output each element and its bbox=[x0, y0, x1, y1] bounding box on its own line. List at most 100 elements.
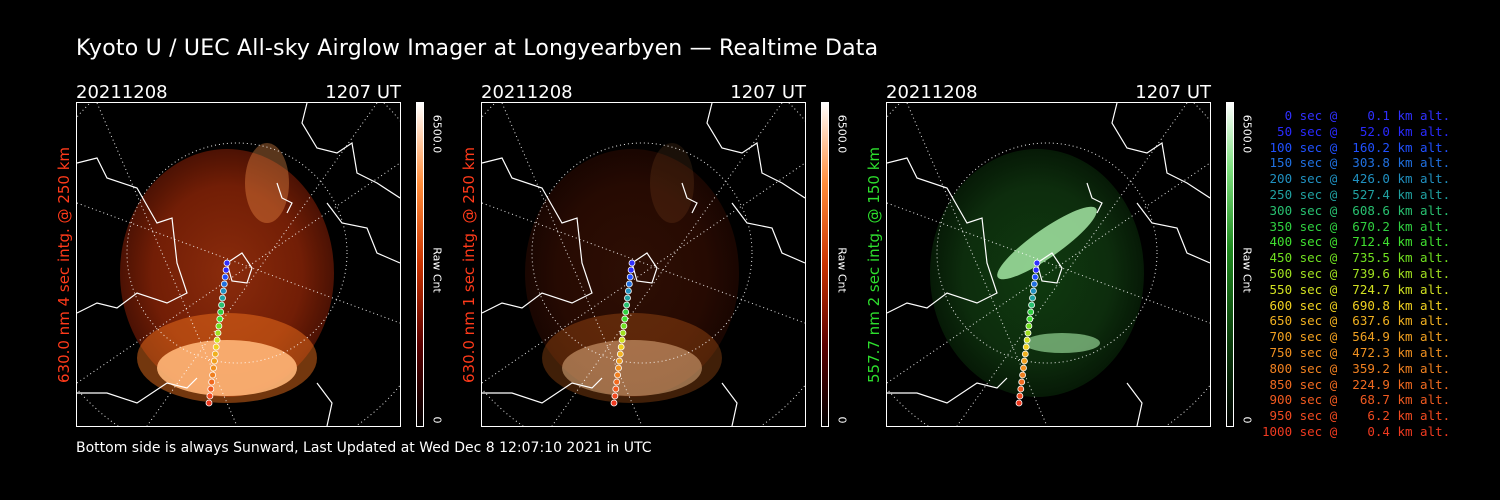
trajectory-dot bbox=[613, 378, 621, 386]
trajectory-dot bbox=[217, 308, 225, 316]
legend-row: 600 sec @ 690.8 km alt. bbox=[1262, 297, 1451, 313]
coastline bbox=[482, 157, 593, 314]
trajectory-dot bbox=[1022, 343, 1030, 351]
trajectory-dot bbox=[623, 301, 631, 309]
trajectory-dot bbox=[1015, 399, 1023, 407]
imager-panel-630nm-4sec: 20211208 1207 UT 630.0 nm 4 sec intg. @ 25… bbox=[55, 80, 476, 440]
trajectory-dot bbox=[620, 322, 628, 330]
colorbar-title-text: Raw Cnt bbox=[835, 247, 849, 293]
legend-row: 100 sec @ 160.2 km alt. bbox=[1262, 139, 1451, 155]
legend-row: 700 sec @ 564.9 km alt. bbox=[1262, 329, 1451, 345]
trajectory-dot bbox=[1021, 350, 1029, 358]
coastline bbox=[316, 382, 333, 426]
aurora-patch bbox=[562, 340, 702, 396]
trajectory-dot bbox=[1026, 315, 1034, 323]
allsky-image bbox=[886, 102, 1211, 427]
colorbar bbox=[821, 102, 829, 427]
trajectory-legend: 0 sec @ 0.1 km alt. 50 sec @ 52.0 km alt… bbox=[1262, 108, 1451, 440]
trajectory-dot bbox=[216, 315, 224, 323]
colorbar bbox=[1226, 102, 1234, 427]
legend-row: 900 sec @ 68.7 km alt. bbox=[1262, 392, 1451, 408]
colorbar-min-label: 0 bbox=[1240, 410, 1254, 430]
trajectory-dot bbox=[208, 378, 216, 386]
colorbar-max-label: 6500.0 bbox=[835, 104, 849, 164]
panel-ylabel-text: 630.0 nm 1 sec intg. @ 250 km bbox=[460, 146, 478, 383]
colorbar-max-text: 6500.0 bbox=[835, 114, 849, 154]
trajectory-dot bbox=[215, 322, 223, 330]
legend-row: 450 sec @ 735.5 km alt. bbox=[1262, 250, 1451, 266]
aurora-arc bbox=[997, 206, 1097, 280]
colorbar-min-text: 0 bbox=[430, 416, 444, 424]
aurora-glow bbox=[137, 313, 317, 403]
colorbar-title-text: Raw Cnt bbox=[430, 247, 444, 293]
colorbar-title: Raw Cnt bbox=[1240, 230, 1254, 310]
coastline bbox=[1036, 252, 1063, 284]
latitude-circle bbox=[531, 142, 753, 364]
meridian-line bbox=[96, 103, 238, 426]
trajectory-dot bbox=[1023, 336, 1031, 344]
trajectory-dot bbox=[221, 273, 229, 281]
trajectory-dot bbox=[210, 364, 217, 372]
panel-time: 1207 UT bbox=[730, 82, 806, 103]
trajectory-dot bbox=[222, 266, 230, 274]
legend-row: 800 sec @ 359.2 km alt. bbox=[1262, 360, 1451, 376]
trajectory-dot bbox=[206, 392, 214, 400]
trajectory-dot bbox=[616, 350, 624, 358]
panel-date: 20211208 bbox=[481, 82, 573, 103]
trajectory-dot bbox=[626, 273, 634, 281]
trajectory-dot bbox=[624, 287, 632, 295]
trajectory-dot bbox=[1030, 280, 1038, 288]
page-title: Kyoto U / UEC All-sky Airglow Imager at … bbox=[76, 36, 879, 61]
trajectory-dot bbox=[205, 399, 213, 407]
trajectory-dot bbox=[1020, 357, 1028, 365]
coastline bbox=[721, 382, 738, 426]
trajectory-dot bbox=[614, 371, 622, 379]
trajectory-dot bbox=[1028, 301, 1036, 309]
colorbar bbox=[416, 102, 424, 427]
legend-row: 200 sec @ 426.0 km alt. bbox=[1262, 171, 1451, 187]
trajectory-dot bbox=[209, 371, 217, 379]
panel-ylabel-text: 630.0 nm 4 sec intg. @ 250 km bbox=[55, 146, 73, 383]
coastline bbox=[1086, 182, 1103, 214]
legend-row: 150 sec @ 303.8 km alt. bbox=[1262, 155, 1451, 171]
panel-ylabel: 630.0 nm 4 sec intg. @ 250 km bbox=[54, 102, 74, 427]
coastline bbox=[326, 202, 400, 264]
aurora-patch bbox=[157, 340, 297, 396]
trajectory-dot bbox=[621, 315, 629, 323]
colorbar-title-text: Raw Cnt bbox=[1240, 247, 1254, 293]
trajectory-dot bbox=[622, 308, 630, 316]
trajectory-dot bbox=[618, 336, 626, 344]
colorbar-max-label: 6500.0 bbox=[430, 104, 444, 164]
trajectory-dot bbox=[213, 336, 221, 344]
allsky-image bbox=[481, 102, 806, 427]
trajectory-dot bbox=[1024, 329, 1032, 337]
coastline bbox=[482, 377, 603, 404]
trajectory-dot bbox=[1025, 322, 1033, 330]
aurora-arc bbox=[650, 143, 694, 223]
trajectory-dot bbox=[1018, 378, 1026, 386]
meridian-line bbox=[482, 202, 805, 324]
legend-row: 0 sec @ 0.1 km alt. bbox=[1262, 108, 1451, 123]
trajectory-dot bbox=[1020, 364, 1027, 372]
trajectory-dot bbox=[1029, 294, 1036, 302]
trajectory-dot bbox=[611, 392, 619, 400]
meridian-line bbox=[77, 202, 400, 324]
meridian-line bbox=[887, 202, 1210, 324]
panel-ylabel: 557.7 nm 2 sec intg. @ 150 km bbox=[864, 102, 884, 427]
trajectory-dot bbox=[1019, 371, 1027, 379]
trajectory-dot bbox=[1032, 266, 1040, 274]
panel-ylabel-text: 557.7 nm 2 sec intg. @ 150 km bbox=[865, 146, 883, 383]
trajectory-dot bbox=[625, 280, 633, 288]
trajectory-dot bbox=[617, 343, 625, 351]
coastline bbox=[887, 157, 998, 314]
colorbar-min-text: 0 bbox=[835, 416, 849, 424]
colorbar-min-text: 0 bbox=[1240, 416, 1254, 424]
trajectory-dot bbox=[212, 343, 220, 351]
trajectory-dot bbox=[220, 280, 228, 288]
latitude-circle bbox=[936, 142, 1158, 364]
colorbar-title: Raw Cnt bbox=[835, 230, 849, 310]
trajectory-dot bbox=[223, 259, 231, 267]
colorbar-title: Raw Cnt bbox=[430, 230, 444, 310]
panel-date: 20211208 bbox=[76, 82, 168, 103]
legend-row: 350 sec @ 670.2 km alt. bbox=[1262, 218, 1451, 234]
